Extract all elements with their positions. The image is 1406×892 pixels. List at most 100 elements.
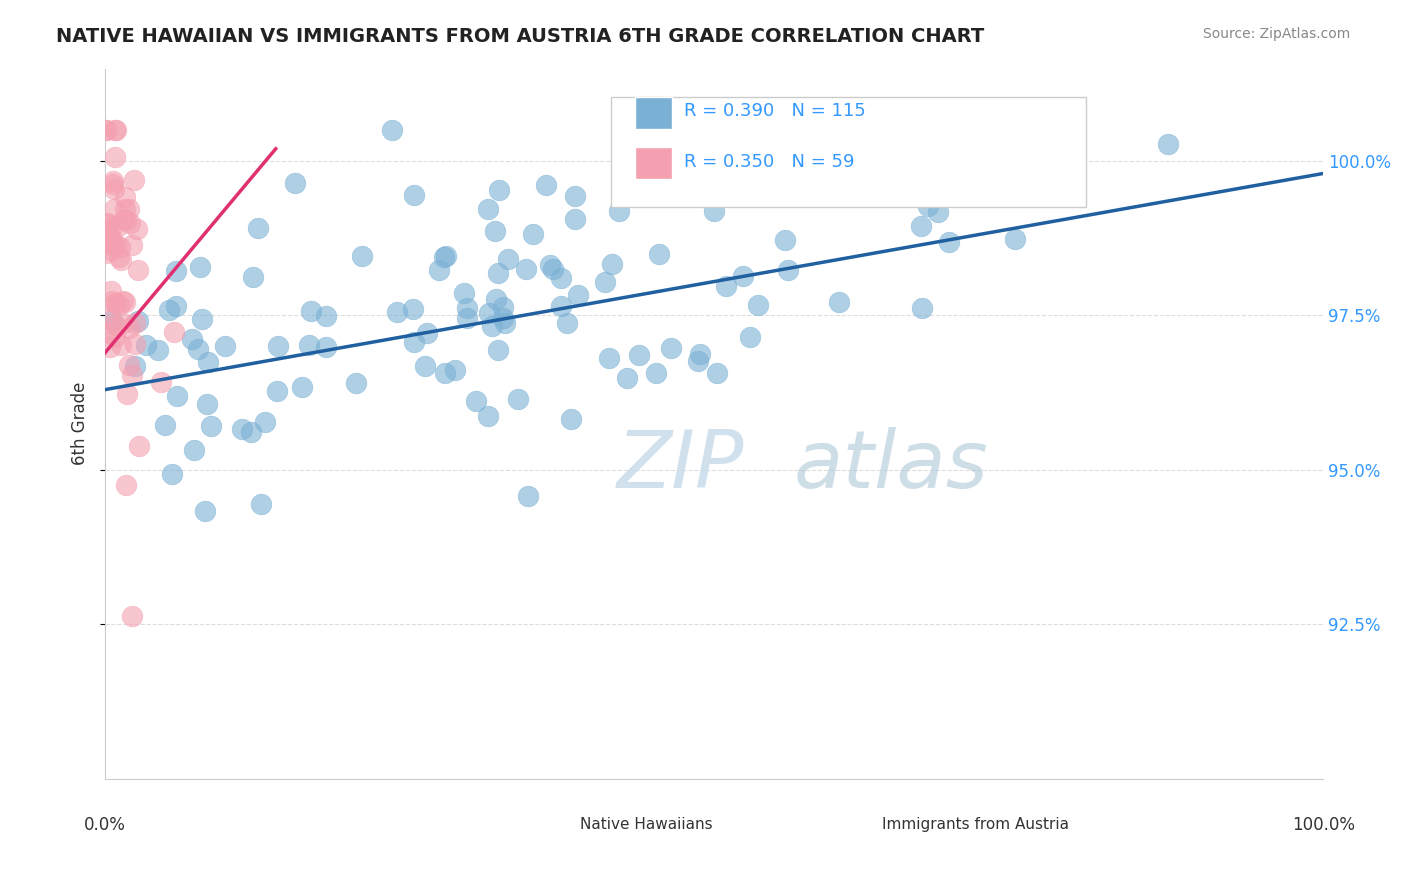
Point	[101, 294, 124, 309]
Point	[427, 262, 450, 277]
Point	[124, 337, 146, 351]
Point	[773, 233, 796, 247]
Point	[404, 188, 426, 202]
Point	[284, 176, 307, 190]
Point	[917, 199, 939, 213]
Point	[298, 337, 321, 351]
Point	[738, 330, 761, 344]
Point	[564, 189, 586, 203]
Point	[97, 217, 120, 231]
Point	[146, 343, 169, 358]
Point	[239, 425, 262, 439]
Point	[315, 340, 337, 354]
Point	[242, 269, 264, 284]
Point	[1004, 232, 1026, 246]
Point	[96, 236, 118, 251]
Point	[96, 123, 118, 137]
Point	[100, 235, 122, 250]
Point	[720, 174, 742, 188]
Point	[477, 202, 499, 216]
Point	[165, 264, 187, 278]
Point	[157, 303, 180, 318]
Point	[124, 359, 146, 373]
Point	[195, 397, 218, 411]
Point	[598, 351, 620, 366]
Point	[104, 150, 127, 164]
Point	[910, 219, 932, 233]
Point	[987, 124, 1010, 138]
Point	[515, 262, 537, 277]
Point	[121, 238, 143, 252]
Point	[415, 326, 437, 340]
Point	[315, 309, 337, 323]
Point	[103, 202, 125, 217]
Point	[104, 123, 127, 137]
Point	[118, 320, 141, 334]
Text: R = 0.390   N = 115: R = 0.390 N = 115	[683, 102, 866, 120]
Point	[456, 311, 478, 326]
Point	[488, 183, 510, 197]
Point	[689, 347, 711, 361]
Point	[1046, 141, 1069, 155]
Text: Source: ZipAtlas.com: Source: ZipAtlas.com	[1202, 27, 1350, 41]
Point	[492, 311, 515, 326]
Point	[111, 316, 134, 330]
Point	[127, 313, 149, 327]
Y-axis label: 6th Grade: 6th Grade	[72, 382, 89, 466]
Point	[165, 299, 187, 313]
Point	[496, 252, 519, 266]
Point	[191, 312, 214, 326]
Point	[494, 316, 516, 330]
Point	[344, 376, 367, 391]
Text: ZIP: ZIP	[617, 427, 744, 505]
Point	[706, 366, 728, 380]
Point	[647, 179, 669, 194]
Point	[180, 332, 202, 346]
Point	[443, 363, 465, 377]
Point	[350, 249, 373, 263]
Point	[434, 249, 457, 263]
Point	[163, 325, 186, 339]
Point	[97, 312, 120, 326]
Point	[560, 412, 582, 426]
Point	[100, 340, 122, 354]
Point	[433, 367, 456, 381]
Point	[97, 224, 120, 238]
Point	[101, 177, 124, 191]
Point	[550, 299, 572, 313]
Point	[506, 392, 529, 406]
Point	[100, 222, 122, 236]
Point	[114, 189, 136, 203]
Point	[1157, 136, 1180, 151]
Point	[780, 153, 803, 167]
Point	[413, 359, 436, 373]
Point	[564, 212, 586, 227]
Point	[648, 247, 671, 261]
Point	[100, 313, 122, 327]
Point	[183, 443, 205, 458]
Point	[110, 252, 132, 267]
Point	[112, 293, 135, 308]
Point	[103, 182, 125, 196]
Point	[402, 302, 425, 317]
Point	[485, 292, 508, 306]
Point	[516, 489, 538, 503]
Point	[486, 266, 509, 280]
Point	[96, 216, 118, 230]
Point	[486, 343, 509, 358]
Point	[299, 304, 322, 318]
Point	[96, 123, 118, 137]
Point	[484, 224, 506, 238]
Point	[538, 258, 561, 272]
Point	[200, 419, 222, 434]
Point	[433, 250, 456, 264]
Point	[267, 339, 290, 353]
Point	[492, 300, 515, 314]
Point	[118, 202, 141, 216]
Point	[166, 389, 188, 403]
Point	[100, 243, 122, 257]
Point	[567, 288, 589, 302]
Point	[108, 250, 131, 264]
Point	[250, 497, 273, 511]
Point	[124, 172, 146, 186]
